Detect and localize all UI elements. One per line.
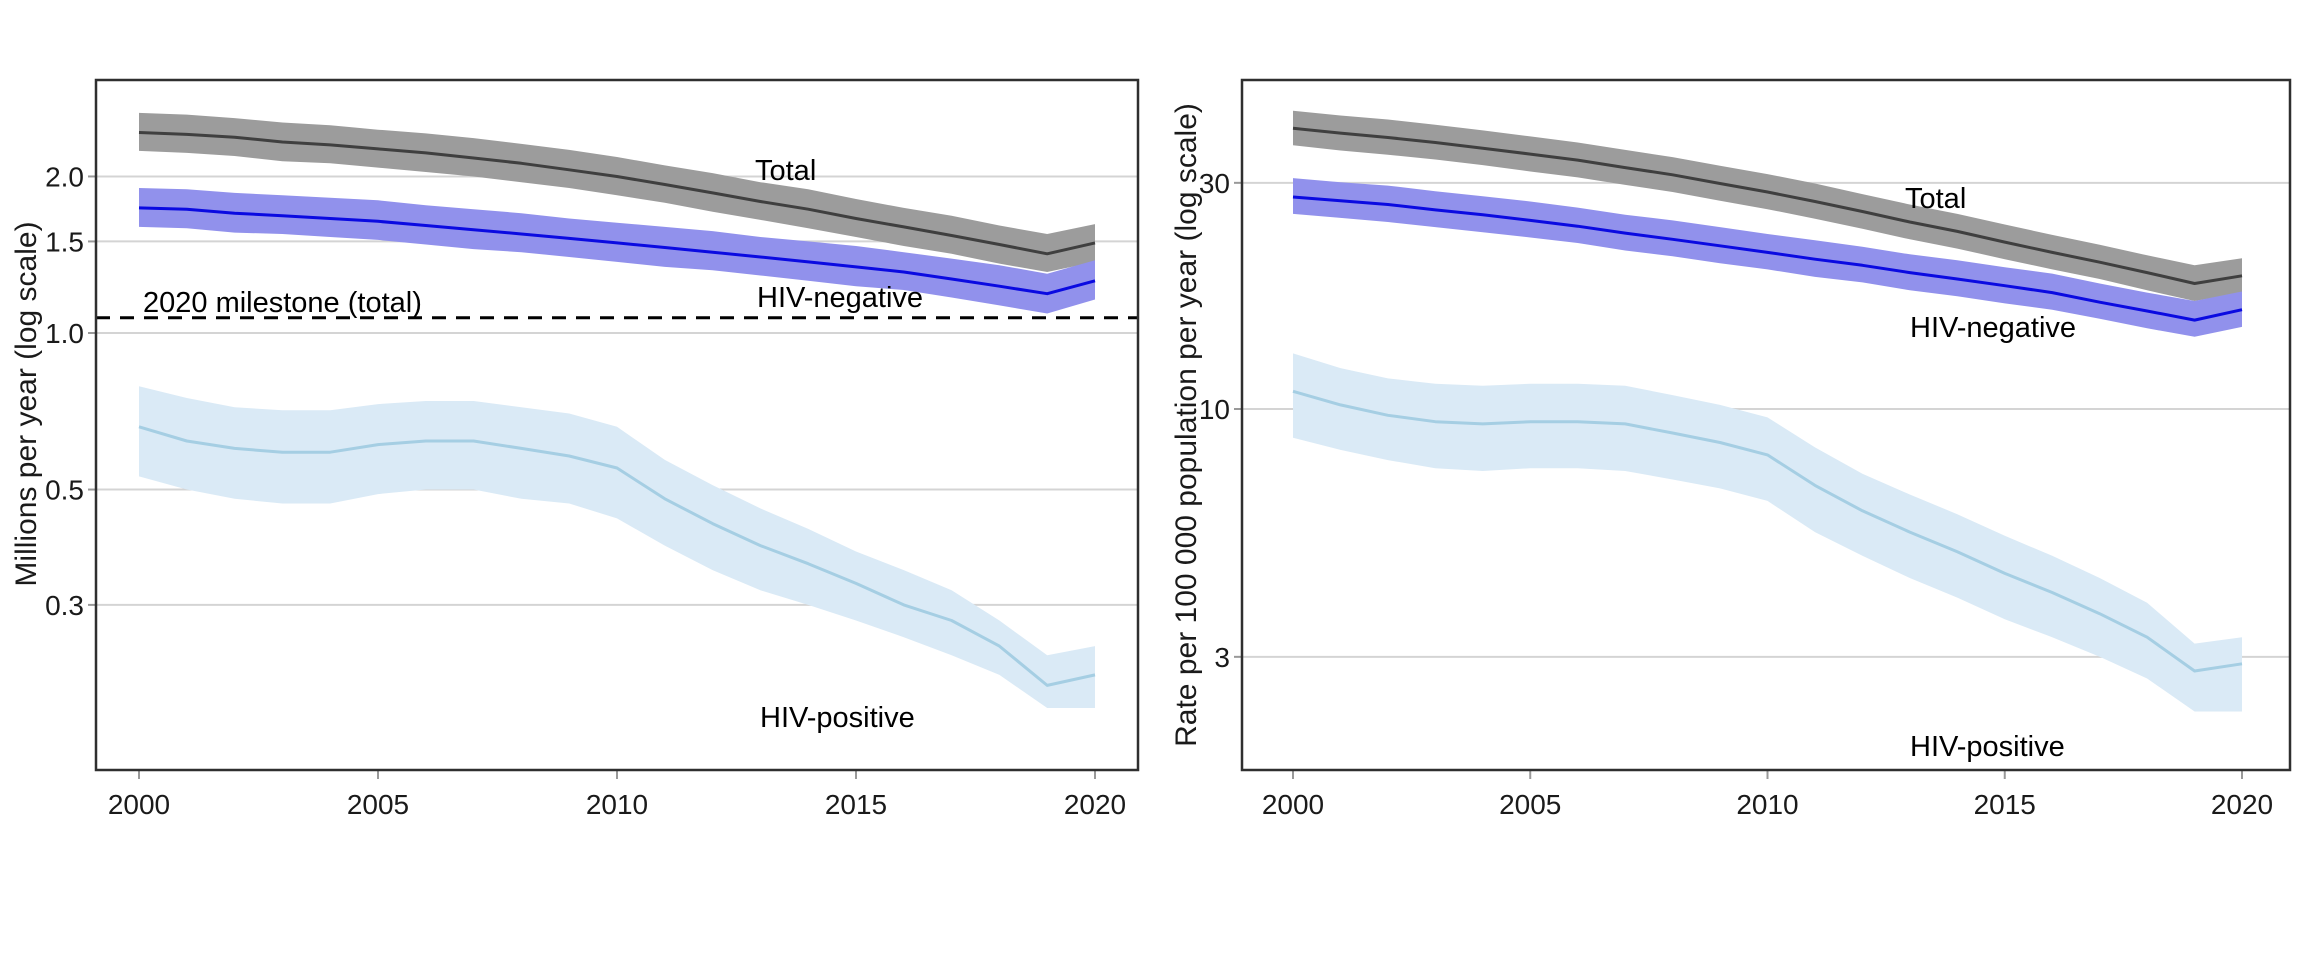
x-tick-label: 2010 <box>586 789 648 820</box>
right-total-label: Total <box>1905 183 1966 215</box>
x-tick-label: 2020 <box>2211 789 2273 820</box>
y-tick-label: 2.0 <box>45 161 84 192</box>
series-line-hiv-positive <box>1292 389 2243 673</box>
left-y-axis-title: Millions per year (log scale) <box>10 221 43 586</box>
confidence-band-total <box>139 112 1095 273</box>
series-line-hiv-negative <box>1292 195 2243 322</box>
y-tick-label: 1.5 <box>45 226 84 257</box>
confidence-band-hiv-positive <box>139 386 1095 708</box>
x-tick-label: 2005 <box>1499 789 1561 820</box>
milestone-label: 2020 milestone (total) <box>143 287 422 319</box>
x-tick-label: 2015 <box>825 789 887 820</box>
y-tick-label: 0.5 <box>45 475 84 506</box>
y-tick-label: 0.3 <box>45 590 84 621</box>
y-tick-label: 1.0 <box>45 318 84 349</box>
panel-border <box>94 78 1140 772</box>
x-tick-label: 2020 <box>1064 789 1126 820</box>
series-line-hiv-positive <box>138 425 1096 687</box>
x-tick-label: 2010 <box>1736 789 1798 820</box>
left-hiv-positive-label: HIV-positive <box>760 702 915 734</box>
left-hiv-negative-label: HIV-negative <box>757 282 923 314</box>
left-total-label: Total <box>755 155 816 187</box>
right-hiv-positive-label: HIV-positive <box>1910 731 2065 763</box>
confidence-band-total <box>1293 110 2242 301</box>
x-tick-label: 2005 <box>347 789 409 820</box>
left-panel: 2.0 1.5 1.0 0.5 0.3 2000 2005 2010 2015 2020 <box>45 78 1140 820</box>
right-hiv-negative-label: HIV-negative <box>1910 312 2076 344</box>
x-tick-label: 2000 <box>1262 789 1324 820</box>
series-line-total <box>1292 126 2243 285</box>
confidence-band-hiv-negative <box>1293 178 2242 337</box>
right-panel: 30 10 3 2000 2005 2010 2015 2020 <box>1199 78 2292 820</box>
y-tick-label: 3 <box>1214 642 1230 673</box>
confidence-band-hiv-positive <box>1293 353 2242 712</box>
y-tick-label: 10 <box>1199 394 1230 425</box>
x-tick-label: 2000 <box>108 789 170 820</box>
x-tick-label: 2015 <box>1974 789 2036 820</box>
y-tick-label: 30 <box>1199 168 1230 199</box>
right-y-axis-title: Rate per 100 000 population per year (lo… <box>1170 103 1203 747</box>
series-line-total <box>138 131 1096 256</box>
series-line-hiv-negative <box>138 206 1096 296</box>
confidence-band-hiv-negative <box>139 188 1095 314</box>
panel-border <box>1240 78 2292 772</box>
